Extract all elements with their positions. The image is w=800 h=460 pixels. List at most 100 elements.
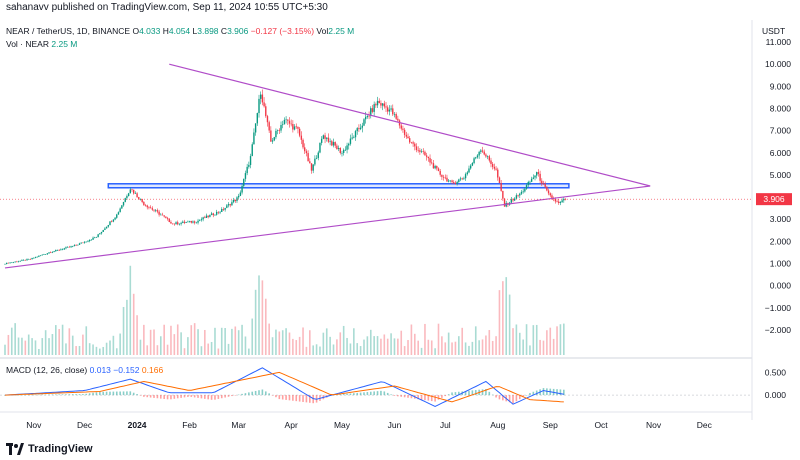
- candle: [429, 158, 431, 163]
- candle: [290, 123, 292, 125]
- candle: [236, 197, 238, 201]
- macd-tick-label: 0.500: [765, 367, 787, 377]
- candle: [327, 137, 330, 142]
- high-label: H: [162, 26, 169, 36]
- volume-bar: [156, 345, 159, 355]
- trendlines[interactable]: [0, 63, 752, 269]
- volume-bar: [464, 342, 467, 355]
- candle: [207, 215, 209, 217]
- volume-bar: [231, 328, 233, 355]
- candle: [527, 181, 529, 186]
- volume-bar: [447, 332, 450, 355]
- candle: [171, 223, 174, 225]
- candle: [500, 183, 502, 191]
- candle: [409, 138, 411, 143]
- candle: [107, 225, 109, 227]
- volume-bar: [363, 339, 365, 355]
- candle: [66, 246, 69, 248]
- candle: [390, 108, 392, 110]
- macd-histogram-bar: [75, 394, 77, 396]
- candle: [381, 103, 384, 106]
- macd-histogram-bar: [559, 389, 562, 396]
- macd-histogram-bar: [173, 395, 176, 399]
- volume-bar: [417, 340, 419, 355]
- volume-bar: [102, 346, 105, 355]
- macd-histogram-bar: [522, 395, 524, 398]
- volume-legend[interactable]: Vol · NEAR 2.25 M: [6, 39, 77, 49]
- macd-histogram-bar: [468, 390, 470, 396]
- volume-bar: [461, 327, 464, 355]
- candle: [43, 254, 45, 255]
- candle: [210, 213, 213, 215]
- macd-legend[interactable]: MACD (12, 26, close) 0.013 −0.152 0.166: [6, 365, 163, 375]
- macd-histogram-bar: [34, 394, 37, 396]
- volume-bar: [136, 315, 138, 355]
- volume-bar: [132, 293, 135, 355]
- macd-histogram-bar: [309, 395, 311, 403]
- candle: [202, 217, 204, 220]
- candle: [53, 251, 55, 253]
- symbol-label[interactable]: NEAR / TetherUS, 1D, BINANCE: [6, 26, 131, 36]
- candle: [424, 151, 426, 156]
- volume-bar: [309, 330, 311, 355]
- candle: [442, 176, 445, 178]
- candle: [341, 152, 343, 154]
- candle: [273, 137, 275, 141]
- candle: [132, 189, 135, 194]
- candle: [282, 124, 284, 126]
- volume-bar: [27, 334, 30, 355]
- volume-bar: [251, 318, 254, 355]
- candle: [16, 261, 18, 263]
- macd-histogram-bar: [163, 395, 165, 399]
- volume-bar: [170, 325, 172, 355]
- macd-histogram-bar: [410, 395, 413, 399]
- macd-histogram-bar: [339, 394, 342, 396]
- tradingview-footer[interactable]: TradingView: [6, 443, 93, 455]
- candle: [441, 174, 443, 177]
- macd-pane: [0, 367, 752, 408]
- volume-bar: [44, 330, 47, 355]
- candle: [251, 144, 253, 157]
- candle: [100, 231, 103, 234]
- volume-bar: [400, 330, 403, 355]
- volume-bar: [369, 329, 372, 355]
- volume-bar: [200, 346, 203, 355]
- volume-bar: [281, 330, 284, 355]
- volume-bar: [424, 323, 426, 355]
- candle: [39, 255, 42, 256]
- candle: [539, 173, 541, 181]
- volume-bar: [278, 331, 281, 355]
- macd-histogram-bar: [224, 395, 226, 398]
- time-tick-label: 2024: [128, 420, 147, 430]
- volume-bar: [329, 336, 331, 355]
- candle: [446, 177, 448, 182]
- volume-bar: [78, 345, 81, 355]
- macd-histogram-bar: [359, 392, 362, 396]
- volume-bar: [535, 324, 538, 355]
- candle: [537, 172, 540, 174]
- candle: [182, 221, 184, 223]
- candle: [65, 247, 67, 249]
- candle: [180, 222, 182, 224]
- candle: [278, 130, 281, 131]
- candle: [190, 220, 192, 223]
- macd-histogram-bar: [248, 392, 250, 396]
- macd-histogram-bar: [48, 394, 50, 396]
- macd-histogram-bar: [271, 395, 274, 396]
- macd-histogram-bar: [268, 393, 270, 396]
- candle: [141, 199, 143, 203]
- candle: [464, 174, 467, 179]
- macd-histogram-bar: [146, 395, 149, 398]
- candle: [287, 119, 289, 121]
- macd-histogram-bar: [27, 394, 30, 396]
- candle: [168, 218, 170, 223]
- candle: [305, 151, 308, 154]
- candle: [449, 180, 452, 182]
- macd-histogram-bar: [61, 394, 64, 396]
- candle: [510, 199, 513, 203]
- candle: [300, 135, 303, 140]
- volume-bar: [95, 346, 98, 355]
- support-zone[interactable]: [107, 183, 570, 189]
- macd-histogram-bar: [464, 391, 467, 396]
